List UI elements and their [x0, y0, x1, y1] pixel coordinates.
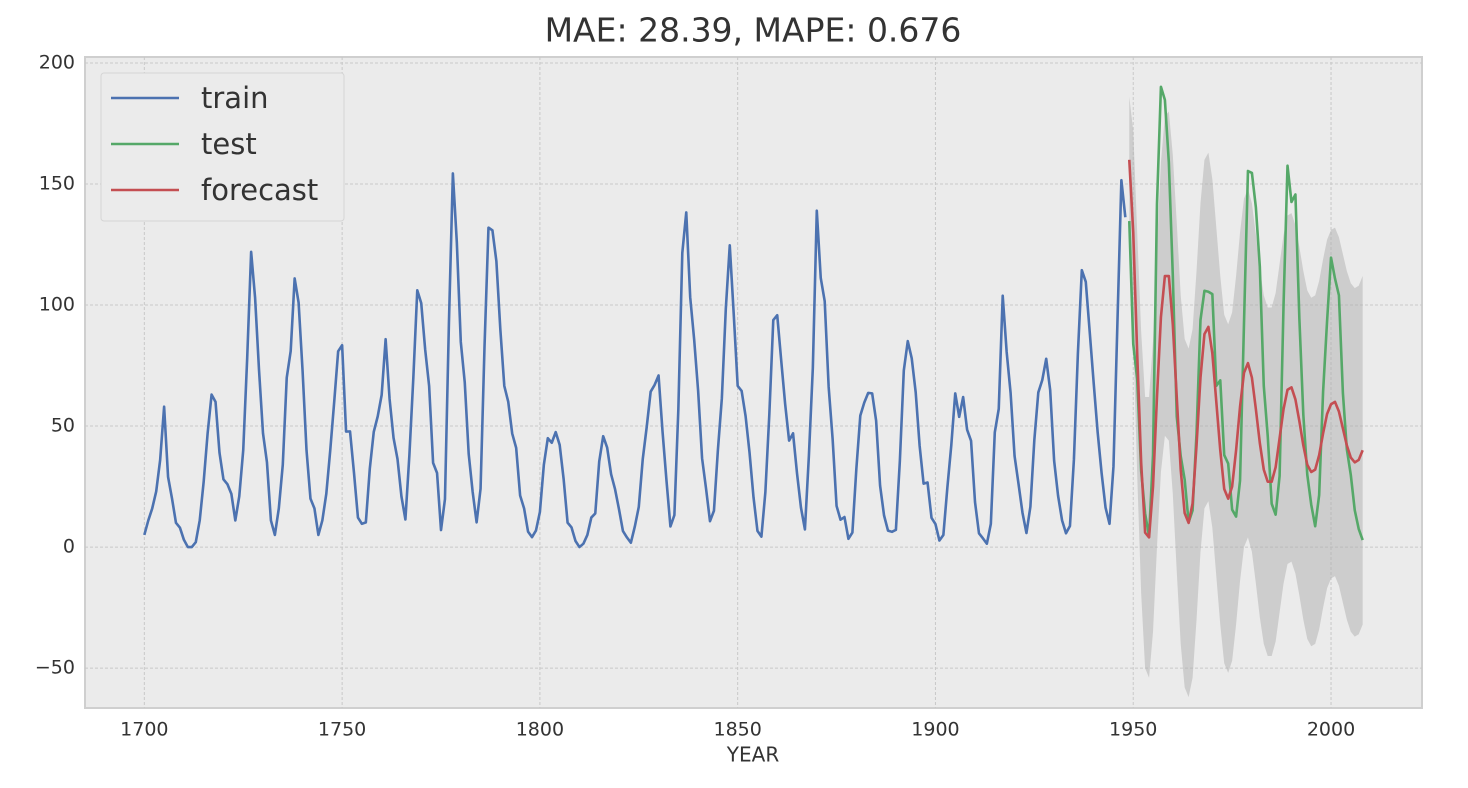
x-tick-label: 2000	[1307, 719, 1355, 741]
x-tick-label: 1950	[1109, 719, 1157, 741]
x-tick-label: 1850	[713, 719, 761, 741]
y-tick-label: 50	[51, 415, 75, 437]
line-series	[1127, 85, 1364, 541]
x-tick-label: 1900	[911, 719, 959, 741]
y-tick-label: −50	[35, 657, 75, 679]
y-tick-label: 150	[39, 173, 75, 195]
legend-box	[100, 72, 345, 222]
y-tick-label: 200	[39, 52, 75, 74]
line-series	[1127, 159, 1364, 539]
y-tick-label: 0	[63, 536, 75, 558]
chart-title: MAE: 28.39, MAPE: 0.676	[545, 11, 962, 50]
x-tick-label: 1750	[318, 719, 366, 741]
x-tick-label: 1800	[516, 719, 564, 741]
x-tick-label: 1700	[120, 719, 168, 741]
confidence-band	[1129, 96, 1363, 698]
x-axis-label: YEAR	[726, 743, 780, 767]
legend-label: test	[201, 127, 257, 161]
legend-label: forecast	[201, 173, 318, 207]
legend-label: train	[201, 81, 269, 115]
y-tick-label: 100	[39, 294, 75, 316]
line-series	[143, 172, 1127, 549]
